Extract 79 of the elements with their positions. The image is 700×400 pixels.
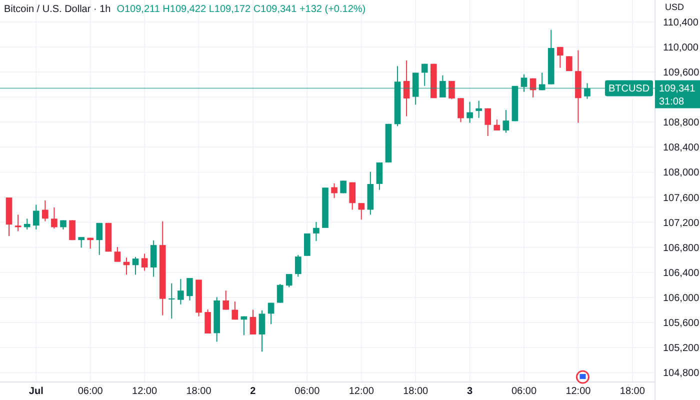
y-tick-label: 109,600 bbox=[663, 68, 700, 79]
y-tick-label: 104,800 bbox=[663, 368, 700, 380]
y-tick-label: 110,000 bbox=[663, 42, 699, 54]
y-tick-label: 105,200 bbox=[663, 343, 700, 354]
text: 31:08 bbox=[659, 96, 684, 108]
y-tick-label: 107,200 bbox=[663, 218, 700, 229]
candlestick bbox=[268, 302, 274, 325]
candlestick bbox=[448, 80, 455, 100]
x-tick-label: Jul bbox=[28, 386, 44, 397]
chart-subtitle: O109,211 H109,422 L109,172 C109,341 +132 (+0.12%) bbox=[116, 4, 366, 15]
candlestick bbox=[458, 98, 464, 123]
candlestick bbox=[150, 240, 157, 278]
candlestick bbox=[168, 282, 175, 320]
candlestick bbox=[141, 253, 148, 272]
candlestick bbox=[349, 182, 356, 210]
candlestick bbox=[538, 72, 546, 91]
y-tick-label: 108,400 bbox=[663, 142, 700, 154]
candlestick bbox=[358, 202, 365, 220]
candlestick bbox=[502, 109, 510, 134]
candlestick bbox=[466, 101, 473, 124]
candlestick bbox=[331, 182, 338, 199]
candlestick bbox=[114, 246, 121, 262]
candlestick bbox=[494, 119, 500, 131]
x-tick-label: 06:00 bbox=[294, 386, 320, 397]
ref-line-label: 109,341 bbox=[659, 84, 696, 95]
x-tick-label: 18:00 bbox=[403, 386, 429, 397]
candlestick bbox=[276, 283, 284, 304]
candlestick bbox=[376, 162, 383, 190]
candlestick bbox=[556, 46, 564, 68]
y-tick-label: 108,800 bbox=[663, 118, 700, 129]
candlestick bbox=[584, 82, 590, 100]
candlestick bbox=[340, 180, 346, 194]
y-tick-label: 106,400 bbox=[663, 268, 700, 279]
candlestick bbox=[304, 232, 310, 256]
candlestick bbox=[566, 56, 572, 72]
candlestick bbox=[440, 74, 446, 98]
x-tick-label: 12:00 bbox=[132, 386, 158, 397]
x-tick-label: 12:00 bbox=[566, 386, 592, 397]
y-tick-label: 108,000 bbox=[663, 168, 700, 179]
candlestick bbox=[60, 220, 66, 230]
candlestick bbox=[313, 221, 320, 242]
y-tick-label: 107,600 bbox=[663, 192, 700, 204]
candlestick bbox=[258, 310, 266, 352]
candlestick bbox=[530, 78, 536, 98]
candlestick bbox=[178, 278, 184, 305]
candlestick bbox=[96, 222, 103, 256]
candlestick bbox=[186, 278, 193, 301]
y-axis-title: USD bbox=[665, 2, 684, 12]
candlestick bbox=[484, 108, 492, 137]
candlestick bbox=[250, 309, 256, 335]
candlestick bbox=[222, 290, 230, 310]
x-tick-label: 3 bbox=[467, 386, 474, 397]
candlestick bbox=[132, 256, 139, 276]
x-tick-label: 06:00 bbox=[78, 386, 104, 397]
candlestick bbox=[294, 254, 302, 278]
y-tick-label: 105,600 bbox=[663, 318, 700, 330]
candlestick bbox=[51, 206, 58, 230]
x-tick-label: 06:00 bbox=[511, 386, 537, 397]
chart-title: Bitcoin / U.S. Dollar · 1h bbox=[4, 4, 111, 15]
candlestick bbox=[286, 274, 292, 288]
y-tick-label: 110,400 bbox=[663, 17, 699, 28]
candlestick bbox=[520, 74, 528, 92]
x-tick-label: 12:00 bbox=[348, 386, 374, 397]
candlestick bbox=[24, 218, 30, 230]
x-tick-label: 2 bbox=[250, 386, 256, 397]
y-tick-label: 106,000 bbox=[663, 292, 700, 304]
candlestick bbox=[78, 236, 84, 248]
candlestick bbox=[69, 220, 76, 241]
y-tick-label: 106,800 bbox=[663, 242, 700, 254]
candlestick bbox=[421, 63, 428, 86]
candlestick bbox=[204, 308, 211, 334]
candlestick bbox=[476, 100, 482, 118]
candlestick bbox=[403, 60, 410, 117]
annotation: BTCUSD bbox=[608, 84, 650, 95]
x-tick-label: 18:00 bbox=[620, 386, 646, 397]
candlestick bbox=[232, 300, 238, 320]
candlestick bbox=[42, 200, 48, 222]
x-tick-label: 18:00 bbox=[186, 386, 212, 397]
candlestick bbox=[32, 204, 40, 230]
